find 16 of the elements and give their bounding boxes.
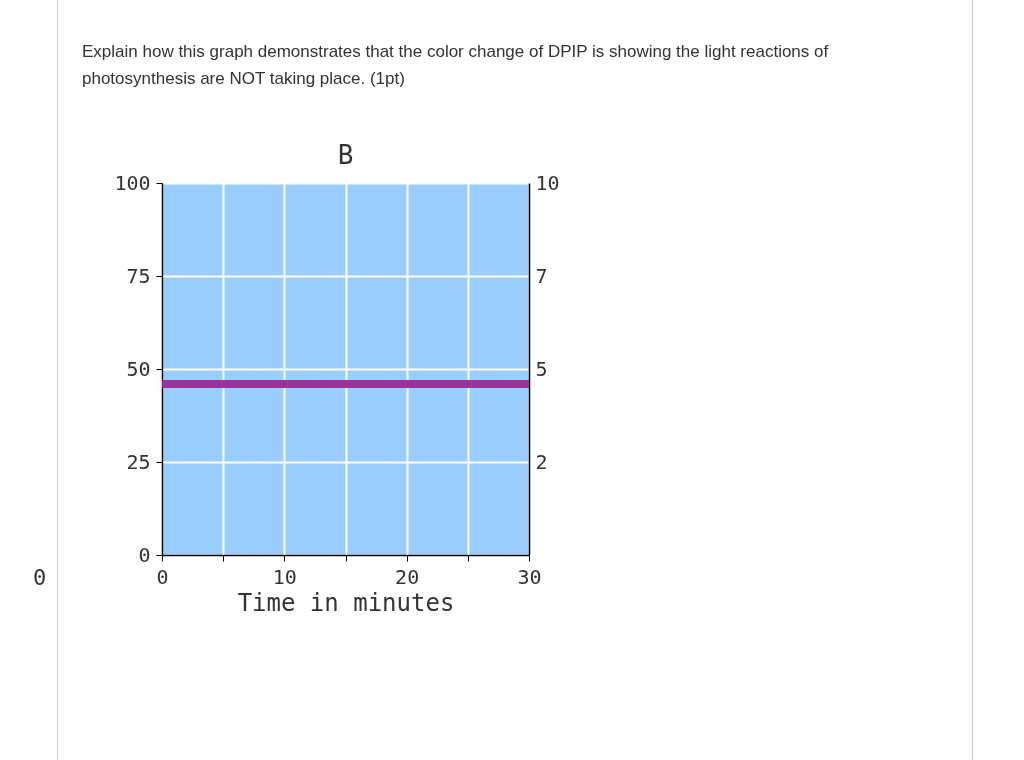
x-tick-label: 0 [156,564,169,589]
x-tick-label: 20 [395,564,420,589]
y-tick-label: 0 [138,542,151,567]
y-tick-label: 50 [126,356,151,381]
y2-tick-label: 10 [535,170,560,195]
x-axis-title: Time in minutes [237,588,455,617]
x-tick-label: 10 [272,564,297,589]
y-tick-label: 25 [126,449,151,474]
y2-tick-label: 7 [535,263,548,288]
x-tick-label: 30 [517,564,542,589]
y2-tick-label: 2 [535,449,548,474]
y-tick-label: 75 [126,263,151,288]
y-tick-label: 100 [114,170,151,195]
chart-subtitle: B [337,140,354,170]
y2-tick-label: 5 [535,356,548,381]
chart-title: Explain how this graph demonstrates that the color change of DPIP is showing the light reactions of photosynthesis are NOT taking place. (1pt) [82,41,830,91]
